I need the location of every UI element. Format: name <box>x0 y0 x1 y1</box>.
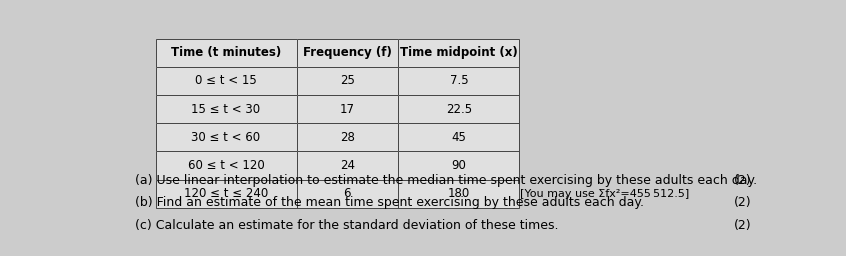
Bar <box>156 151 297 179</box>
Bar <box>297 39 398 67</box>
Text: 180: 180 <box>448 187 470 200</box>
Text: (2): (2) <box>734 174 751 187</box>
Bar <box>156 95 297 123</box>
Bar <box>398 67 519 95</box>
Text: (2): (2) <box>734 219 751 232</box>
Text: 25: 25 <box>340 74 354 87</box>
Bar <box>297 67 398 95</box>
Text: 60 ≤ t < 120: 60 ≤ t < 120 <box>188 159 265 172</box>
Text: Time midpoint (x): Time midpoint (x) <box>400 46 518 59</box>
Bar <box>156 123 297 151</box>
Bar <box>156 39 297 67</box>
Bar <box>398 95 519 123</box>
Text: 15 ≤ t < 30: 15 ≤ t < 30 <box>191 103 261 115</box>
Bar <box>297 95 398 123</box>
Bar <box>297 39 398 67</box>
Bar <box>156 179 297 208</box>
Bar <box>398 123 519 151</box>
Bar <box>156 179 297 208</box>
Bar <box>398 151 519 179</box>
Text: 24: 24 <box>340 159 354 172</box>
Bar <box>398 39 519 67</box>
Bar <box>398 179 519 208</box>
Text: (c) Calculate an estimate for the standard deviation of these times.: (c) Calculate an estimate for the standa… <box>135 219 558 232</box>
Text: (2): (2) <box>734 196 751 209</box>
Bar <box>297 179 398 208</box>
Bar <box>156 95 297 123</box>
Text: 6: 6 <box>343 187 351 200</box>
Text: 0 ≤ t < 15: 0 ≤ t < 15 <box>195 74 257 87</box>
Bar <box>398 39 519 67</box>
Text: 30 ≤ t < 60: 30 ≤ t < 60 <box>191 131 261 144</box>
Text: 22.5: 22.5 <box>446 103 472 115</box>
Bar <box>156 151 297 179</box>
Bar <box>297 151 398 179</box>
Bar <box>398 151 519 179</box>
Bar <box>156 67 297 95</box>
Bar <box>297 67 398 95</box>
Text: (a) Use linear interpolation to estimate the median time spent exercising by the: (a) Use linear interpolation to estimate… <box>135 174 757 187</box>
Bar <box>398 67 519 95</box>
Text: 45: 45 <box>452 131 466 144</box>
Text: (b) Find an estimate of the mean time spent exercising by these adults each day.: (b) Find an estimate of the mean time sp… <box>135 196 645 209</box>
Bar <box>156 67 297 95</box>
Bar <box>398 179 519 208</box>
Bar <box>297 123 398 151</box>
Bar <box>297 123 398 151</box>
Bar <box>297 95 398 123</box>
Bar <box>297 151 398 179</box>
Text: 17: 17 <box>340 103 354 115</box>
Text: 7.5: 7.5 <box>449 74 468 87</box>
Text: 28: 28 <box>340 131 354 144</box>
Bar <box>156 39 297 67</box>
Bar <box>398 123 519 151</box>
Text: Time (t minutes): Time (t minutes) <box>171 46 281 59</box>
Text: 90: 90 <box>452 159 466 172</box>
Bar <box>297 179 398 208</box>
Bar <box>156 123 297 151</box>
Bar <box>398 95 519 123</box>
Text: 120 ≤ t ≤ 240: 120 ≤ t ≤ 240 <box>184 187 268 200</box>
Text: [You may use Σfx²=455 512.5]: [You may use Σfx²=455 512.5] <box>520 189 689 199</box>
Text: Frequency (f): Frequency (f) <box>303 46 392 59</box>
